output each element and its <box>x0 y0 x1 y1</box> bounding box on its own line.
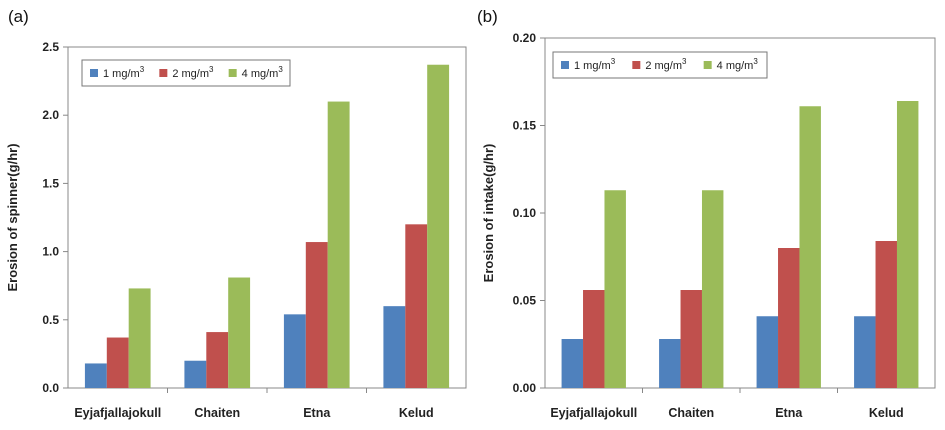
bar-chaiten-series-1 <box>659 339 681 388</box>
bar-etna-series-2 <box>305 242 328 388</box>
bar-etna-series-2 <box>778 248 800 388</box>
bar-kelud-series-3 <box>427 64 450 389</box>
x-category-label: Etna <box>303 406 331 420</box>
y-axis-label: Erosion of spinner(g/hr) <box>5 143 20 291</box>
legend-item-text: 2 mg/m <box>645 60 682 72</box>
bar-kelud-series-1 <box>854 316 876 388</box>
bar-eyjafjallajokull-series-3 <box>128 288 151 388</box>
legend-item-superscript: 3 <box>278 65 283 74</box>
y-tick-label: 0.5 <box>42 313 59 327</box>
bar-etna-series-3 <box>799 106 821 388</box>
x-category-label: Eyjafjallajokull <box>550 406 637 420</box>
bar-chaiten-series-2 <box>206 332 229 388</box>
bar-eyjafjallajokull-series-3 <box>604 190 626 388</box>
y-tick-label: 0.0 <box>42 381 59 395</box>
y-tick-label: 1.5 <box>42 176 59 190</box>
legend-item-text: 4 mg/m <box>242 68 279 80</box>
y-tick-label: 0.15 <box>513 119 537 133</box>
chart-panel-b: (b) 0.00 0.05 0.10 0.15 0.20 Erosion of intake… <box>477 7 936 420</box>
legend-item-label: 1 mg/m3 <box>103 65 145 80</box>
bar-eyjafjallajokull-series-1 <box>561 339 584 388</box>
bar-kelud-series-3 <box>896 101 919 388</box>
legend-box <box>552 51 768 79</box>
x-category-label: Chaiten <box>668 406 714 420</box>
legend-item-text: 4 mg/m <box>717 60 754 72</box>
x-category-label: Kelud <box>399 406 434 420</box>
y-tick-label: 2.5 <box>42 40 59 54</box>
bar-eyjafjallajokull-series-1 <box>84 363 107 388</box>
bar-kelud-series-1 <box>383 306 406 388</box>
bar-kelud-series-2 <box>405 224 428 388</box>
legend-item-superscript: 3 <box>140 65 145 74</box>
bar-eyjafjallajokull-series-2 <box>106 337 129 388</box>
x-category-label: Etna <box>775 406 803 420</box>
bar-chaiten-series-3 <box>701 190 724 388</box>
panel-label: (b) <box>477 7 498 26</box>
chart-panel-a: (a) 0.0 0.5 1.0 1.5 2.0 2.5 Erosion of spinner(… <box>5 7 467 420</box>
y-tick-label: 1.0 <box>42 245 59 259</box>
legend-swatch <box>90 69 98 77</box>
bar-chaiten-series-1 <box>184 360 207 388</box>
legend-swatch <box>561 61 569 69</box>
legend: 1 mg/m3 2 mg/m3 4 mg/m3 <box>81 59 291 87</box>
legend-box <box>81 59 291 87</box>
bar-etna-series-1 <box>756 316 779 388</box>
bar-etna-series-1 <box>283 314 306 388</box>
legend-item-text: 1 mg/m <box>574 60 611 72</box>
legend-swatch <box>703 61 712 69</box>
x-category-label: Eyjafjallajokull <box>74 406 161 420</box>
y-tick-label: 2.0 <box>42 108 59 122</box>
legend: 1 mg/m3 2 mg/m3 4 mg/m3 <box>552 51 768 79</box>
y-axis-label: Erosion of intake(g/hr) <box>481 144 496 283</box>
legend-swatch <box>632 61 641 69</box>
legend-item-label: 1 mg/m3 <box>574 57 616 72</box>
bar-etna-series-3 <box>327 101 350 388</box>
bar-eyjafjallajokull-series-2 <box>583 290 605 388</box>
legend-swatch <box>159 69 168 77</box>
x-category-label: Chaiten <box>194 406 240 420</box>
legend-item-label: 4 mg/m3 <box>242 65 284 80</box>
x-category-label: Kelud <box>869 406 904 420</box>
legend-item-text: 1 mg/m <box>103 68 140 80</box>
legend-item-label: 2 mg/m3 <box>172 65 214 80</box>
legend-item-superscript: 3 <box>209 65 214 74</box>
bar-kelud-series-2 <box>875 241 897 388</box>
y-tick-label: 0.10 <box>513 206 537 220</box>
panel-label: (a) <box>8 7 29 26</box>
legend-item-label: 4 mg/m3 <box>717 57 759 72</box>
y-tick-label: 0.20 <box>513 31 537 45</box>
legend-item-text: 2 mg/m <box>172 68 209 80</box>
legend-swatch <box>228 69 237 77</box>
legend-item-superscript: 3 <box>753 57 758 66</box>
y-tick-label: 0.00 <box>513 381 537 395</box>
legend-item-label: 2 mg/m3 <box>645 57 687 72</box>
bar-chaiten-series-2 <box>680 290 702 388</box>
legend-item-superscript: 3 <box>611 57 616 66</box>
y-tick-label: 0.05 <box>513 294 537 308</box>
legend-item-superscript: 3 <box>682 57 687 66</box>
bar-chaiten-series-3 <box>228 277 251 388</box>
